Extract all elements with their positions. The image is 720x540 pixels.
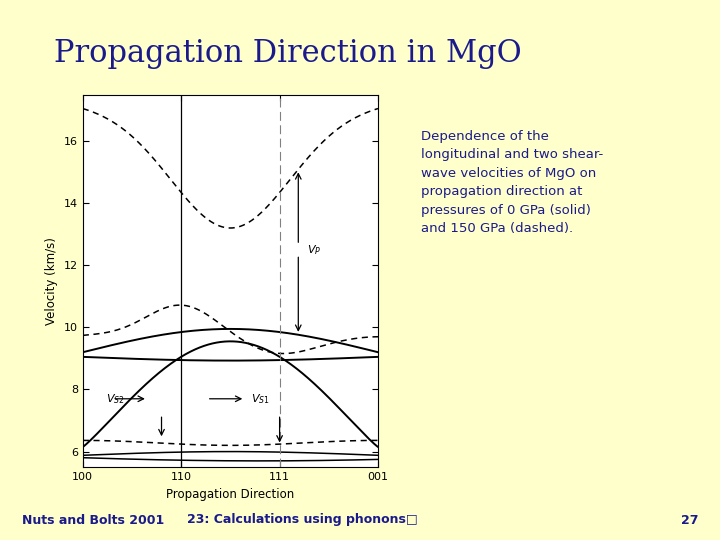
Text: 27: 27 [681,514,698,526]
Text: Dependence of the
longitudinal and two shear-
wave velocities of MgO on
propagat: Dependence of the longitudinal and two s… [421,130,603,235]
Text: Propagation Direction in MgO: Propagation Direction in MgO [54,38,522,69]
X-axis label: Propagation Direction: Propagation Direction [166,488,294,501]
Text: 23: Calculations using phonons□: 23: Calculations using phonons□ [187,514,418,526]
Y-axis label: Velocity (km/s): Velocity (km/s) [45,237,58,325]
Text: $V_P$: $V_P$ [307,243,321,256]
Text: $V_{S2}$: $V_{S2}$ [107,392,125,406]
Text: $V_{S1}$: $V_{S1}$ [251,392,270,406]
Text: Nuts and Bolts 2001: Nuts and Bolts 2001 [22,514,164,526]
